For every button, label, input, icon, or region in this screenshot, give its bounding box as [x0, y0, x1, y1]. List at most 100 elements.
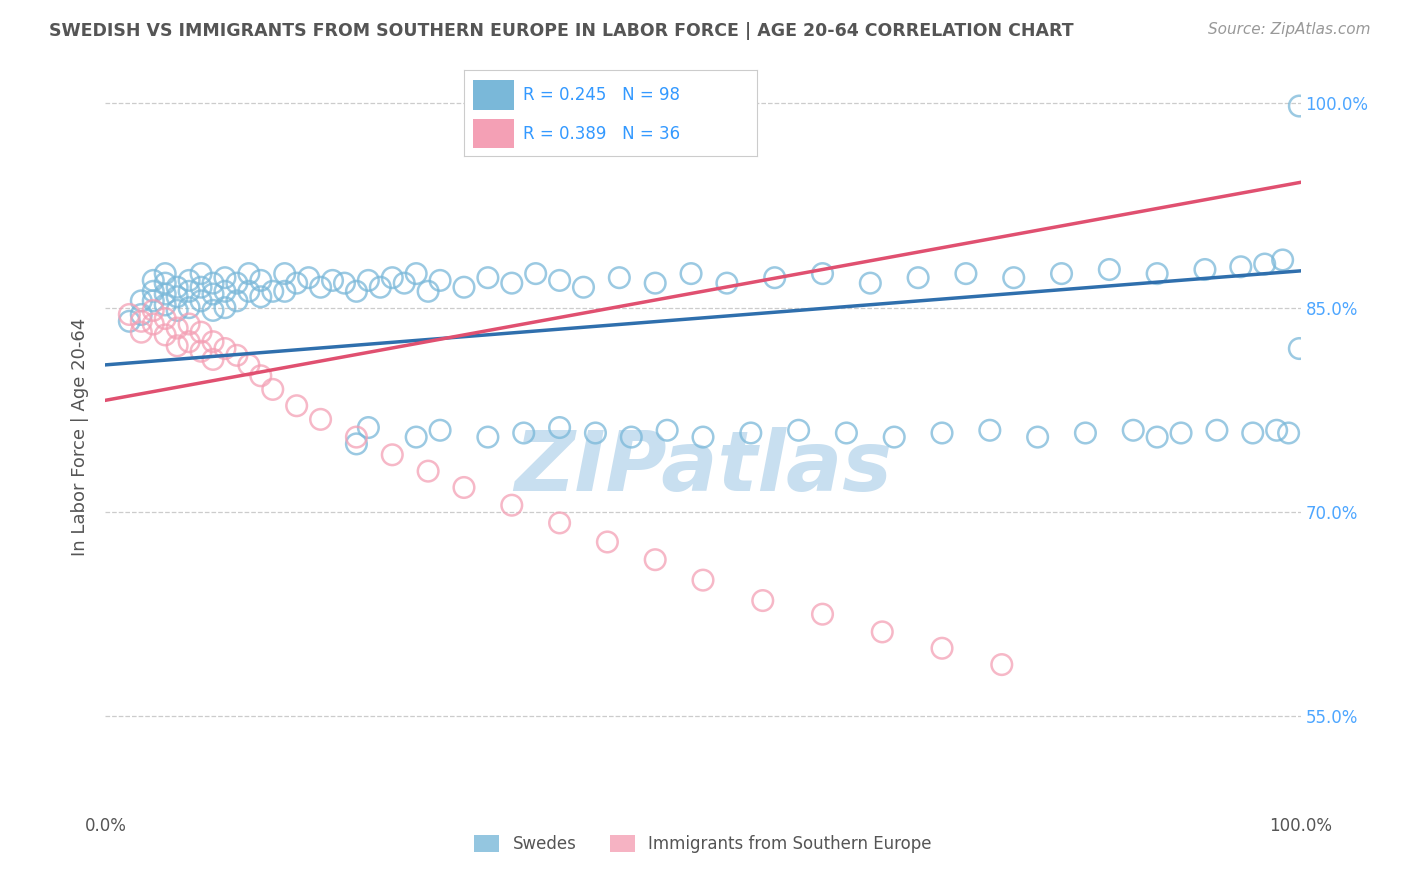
Point [225, 276, 249, 290]
Point [859, 276, 882, 290]
Point [166, 321, 188, 335]
Point [357, 273, 380, 287]
Point [655, 423, 678, 437]
Point [429, 423, 451, 437]
Point [250, 273, 273, 287]
Point [955, 267, 977, 281]
Point [931, 641, 953, 656]
Point [202, 352, 225, 367]
Point [129, 308, 153, 322]
Point [238, 267, 260, 281]
Point [285, 276, 308, 290]
Point [1229, 260, 1251, 274]
Point [644, 276, 666, 290]
Point [153, 298, 177, 312]
Point [787, 423, 810, 437]
Point [346, 437, 368, 451]
Point [166, 280, 188, 294]
Point [190, 344, 212, 359]
Point [309, 412, 332, 426]
Point [190, 267, 212, 281]
Point [1277, 425, 1299, 440]
Point [262, 285, 284, 299]
Point [429, 273, 451, 287]
Point [1288, 342, 1310, 356]
Point [548, 516, 571, 530]
Point [883, 430, 905, 444]
Point [907, 270, 929, 285]
Point [692, 430, 714, 444]
Point [1241, 425, 1264, 440]
Point [740, 425, 762, 440]
Point [238, 285, 260, 299]
Point [142, 303, 165, 318]
Point [931, 425, 953, 440]
Point [1074, 425, 1097, 440]
Point [1194, 262, 1216, 277]
Point [153, 327, 177, 342]
Point [620, 430, 643, 444]
Point [418, 464, 440, 478]
Point [202, 334, 225, 349]
Point [142, 293, 165, 308]
Point [346, 285, 368, 299]
Point [166, 303, 188, 318]
Point [118, 314, 141, 328]
Point [202, 276, 225, 290]
Point [1170, 425, 1192, 440]
Point [333, 276, 356, 290]
Point [142, 317, 165, 331]
Point [418, 285, 440, 299]
Point [190, 293, 212, 308]
Text: ZIPatlas: ZIPatlas [515, 426, 891, 508]
Point [548, 420, 571, 434]
Point [190, 325, 212, 339]
Point [273, 285, 295, 299]
Point [692, 573, 714, 587]
Point [811, 267, 834, 281]
Point [1026, 430, 1049, 444]
Point [392, 276, 416, 290]
Point [1098, 262, 1121, 277]
Point [477, 270, 499, 285]
Point [1288, 99, 1310, 113]
Point [153, 276, 177, 290]
Point [250, 290, 273, 304]
Point [238, 358, 260, 372]
Point [142, 273, 165, 287]
Point [285, 399, 308, 413]
Point [129, 325, 153, 339]
Point [273, 267, 295, 281]
Point [214, 301, 236, 315]
Point [214, 342, 236, 356]
Point [214, 270, 236, 285]
Point [405, 267, 427, 281]
Point [202, 287, 225, 301]
Point [298, 270, 321, 285]
Point [453, 280, 475, 294]
Point [763, 270, 786, 285]
Point [153, 287, 177, 301]
Y-axis label: In Labor Force | Age 20-64: In Labor Force | Age 20-64 [72, 318, 90, 557]
Point [381, 448, 404, 462]
Point [225, 293, 249, 308]
Point [477, 430, 499, 444]
Point [177, 334, 201, 349]
Point [250, 368, 273, 383]
Point [225, 348, 249, 362]
Point [979, 423, 1001, 437]
Point [990, 657, 1012, 672]
Point [596, 535, 619, 549]
Point [405, 430, 427, 444]
Point [1002, 270, 1025, 285]
Point [644, 552, 666, 566]
Point [1254, 257, 1277, 271]
Point [548, 273, 571, 287]
Point [1122, 423, 1144, 437]
Point [1271, 252, 1294, 267]
Point [166, 290, 188, 304]
Point [321, 273, 344, 287]
Point [166, 339, 188, 353]
Point [585, 425, 607, 440]
Point [153, 311, 177, 326]
